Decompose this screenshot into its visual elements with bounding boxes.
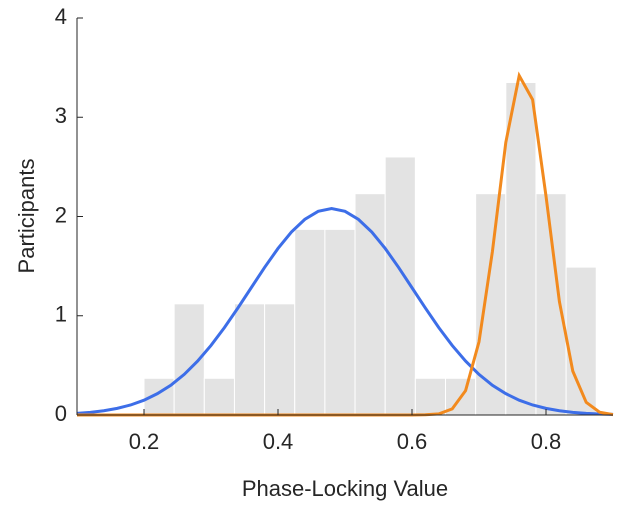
y-tick-label: 1 xyxy=(55,302,67,327)
bar xyxy=(233,303,266,416)
fit-curve xyxy=(76,207,614,416)
bar xyxy=(264,303,296,416)
y-tick-label: 4 xyxy=(55,4,67,29)
x-tick-label: 0.4 xyxy=(263,429,294,454)
bar xyxy=(414,377,447,416)
bar xyxy=(505,82,537,416)
x-axis-label: Phase-Locking Value xyxy=(242,476,448,501)
bar xyxy=(203,377,235,416)
bar xyxy=(324,228,356,416)
x-tick-label: 0.2 xyxy=(129,429,160,454)
y-axis-label: Participants xyxy=(14,159,39,274)
bar xyxy=(294,228,326,416)
y-tick-label: 2 xyxy=(55,202,67,227)
x-tick-label: 0.8 xyxy=(531,429,562,454)
y-tick-label: 3 xyxy=(55,103,67,128)
y-tick-label: 0 xyxy=(55,401,67,426)
bar xyxy=(354,193,386,416)
x-tick-label: 0.6 xyxy=(397,429,428,454)
bar xyxy=(475,193,507,416)
